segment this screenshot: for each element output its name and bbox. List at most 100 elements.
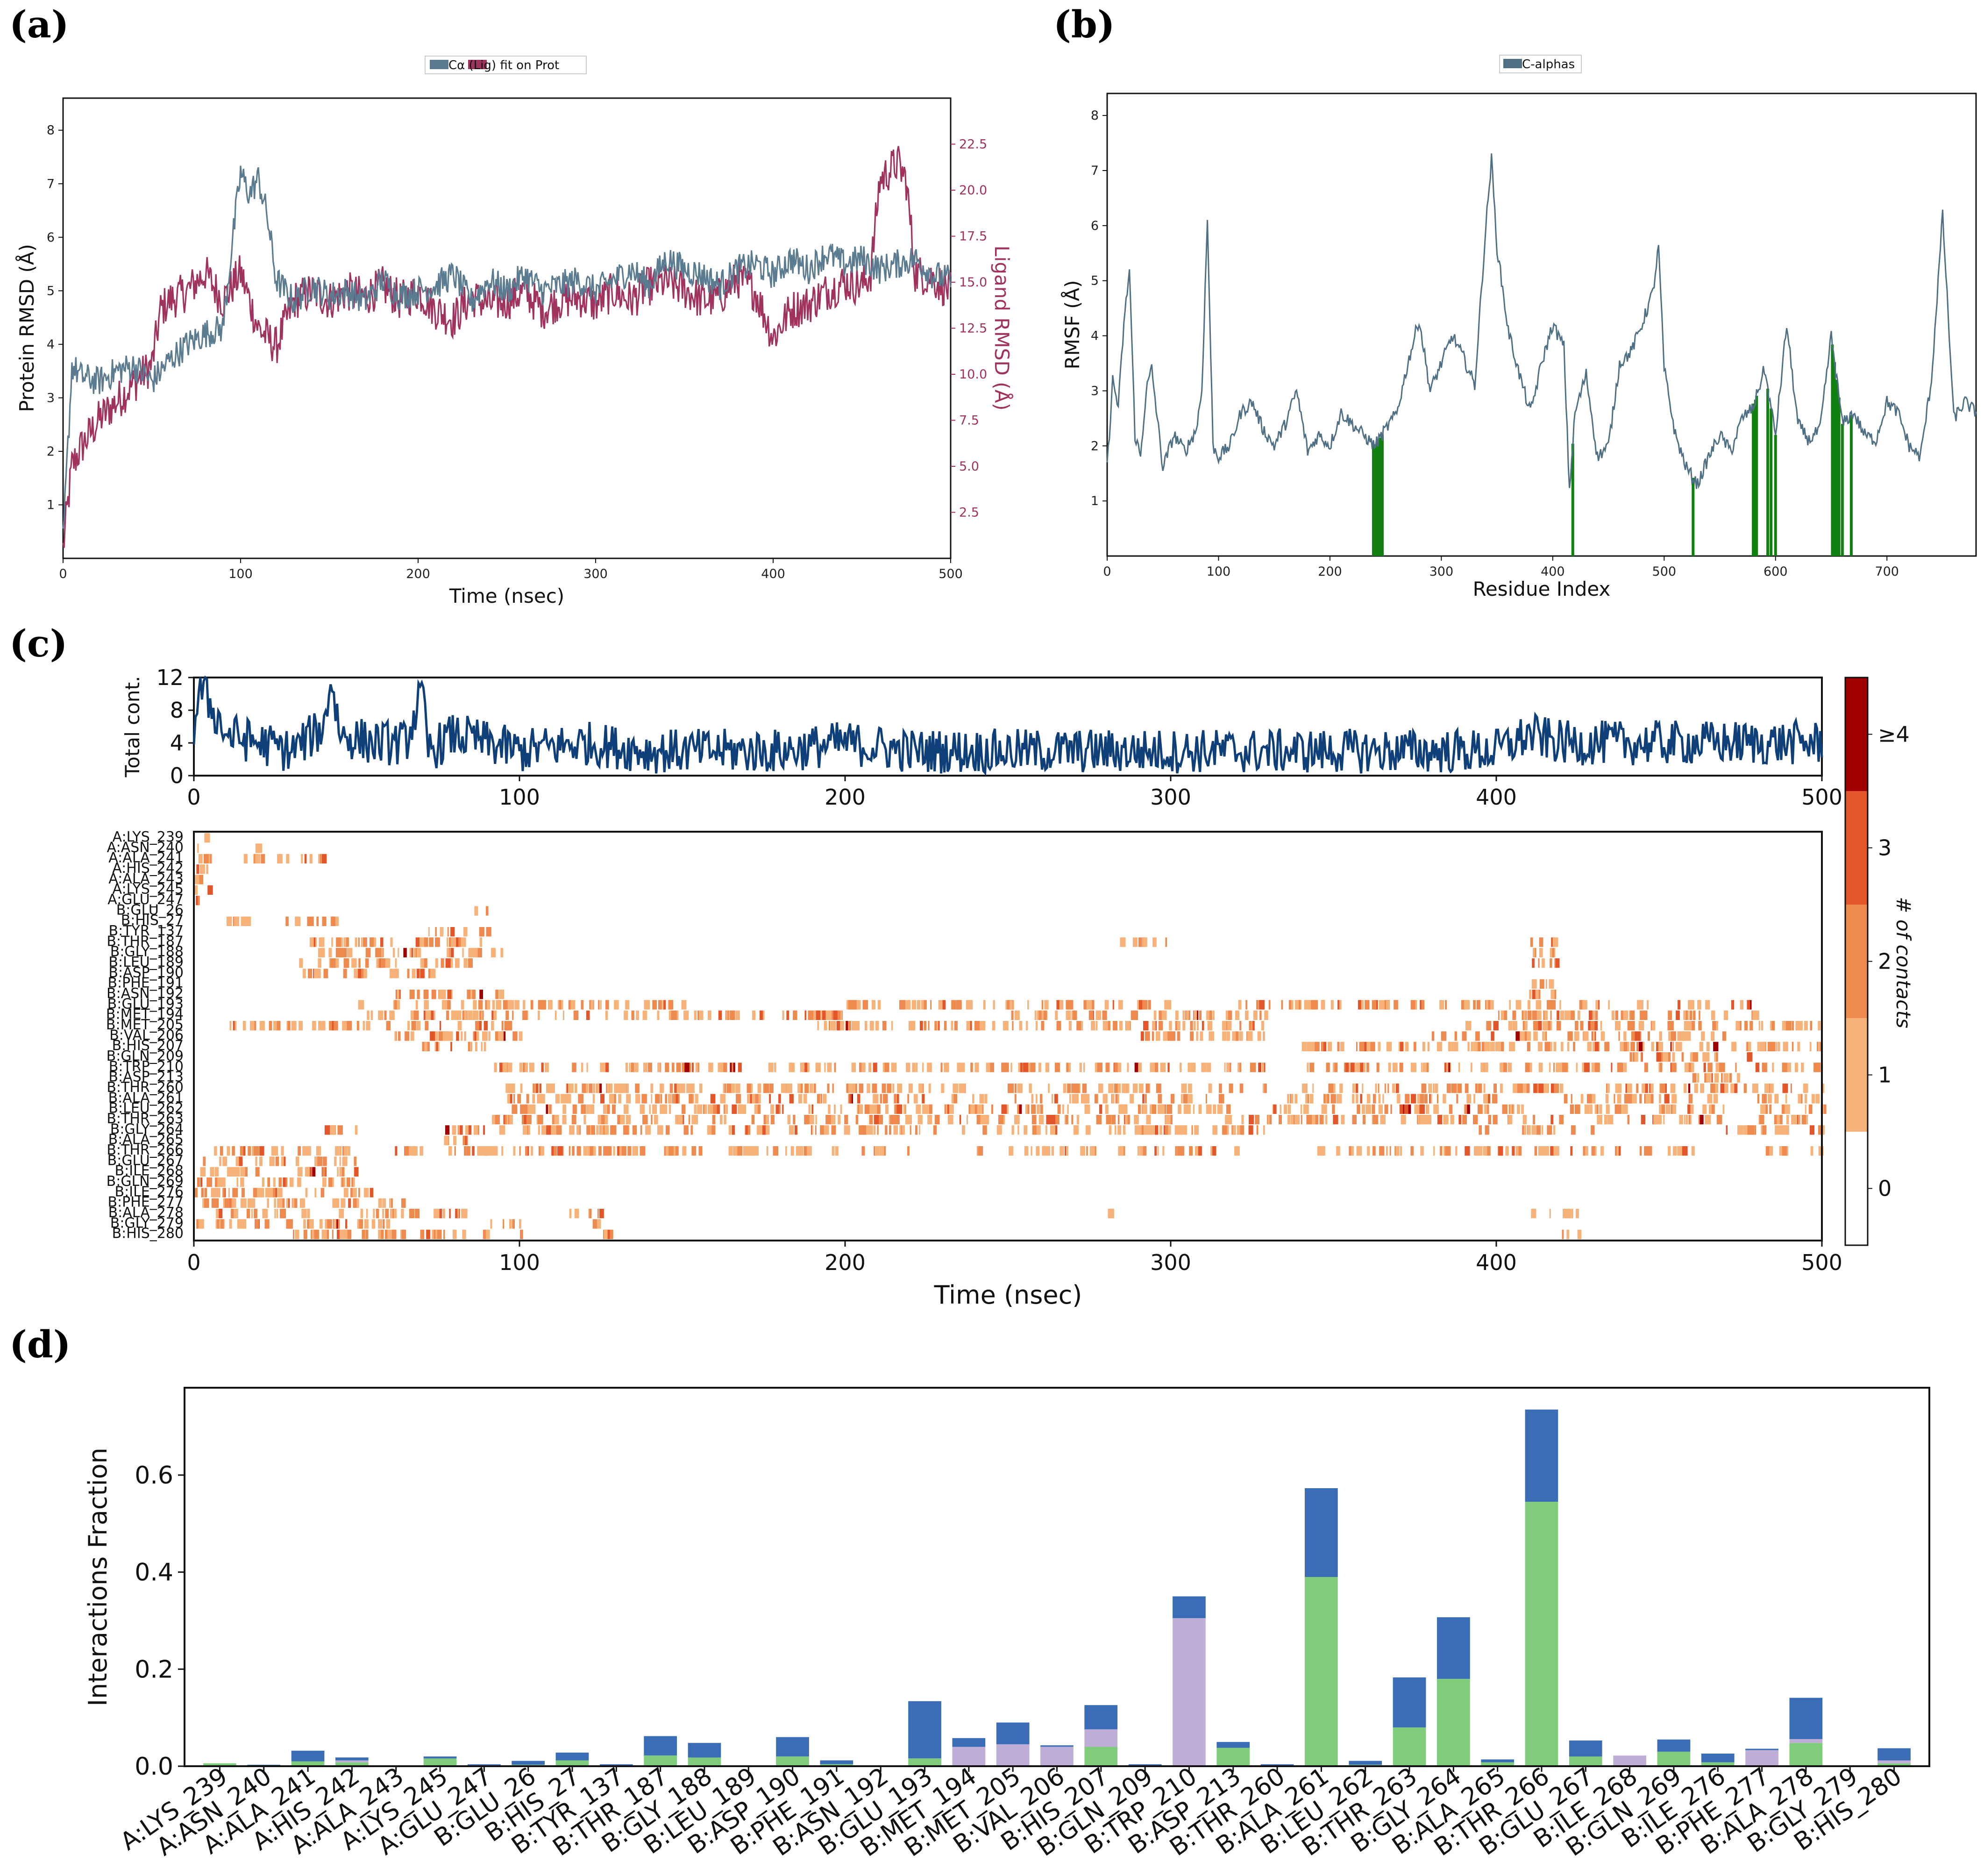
contact-cell bbox=[1527, 1010, 1532, 1020]
contact-cell bbox=[339, 948, 344, 957]
contact-cell bbox=[625, 1063, 628, 1072]
contact-cell bbox=[464, 1031, 466, 1041]
contact-cell bbox=[575, 1209, 579, 1219]
contact-cell bbox=[970, 1104, 975, 1114]
contact-cell bbox=[774, 1063, 776, 1072]
contact-cell bbox=[1390, 1104, 1392, 1114]
contact-cell bbox=[386, 1219, 390, 1229]
contact-cell bbox=[1403, 1104, 1405, 1114]
contact-cell bbox=[343, 1188, 348, 1198]
contact-cell bbox=[274, 1198, 276, 1208]
contact-cell bbox=[492, 1115, 497, 1125]
contact-cell bbox=[673, 1146, 676, 1156]
contact-cell bbox=[1098, 1084, 1103, 1093]
contact-cell bbox=[1659, 1031, 1662, 1041]
contact-cell bbox=[282, 1198, 285, 1208]
contact-cell bbox=[339, 1167, 342, 1177]
contact-cell bbox=[1010, 1063, 1012, 1072]
contact-cell bbox=[1184, 1084, 1186, 1093]
contact-cell bbox=[745, 1146, 748, 1156]
contact-cell bbox=[1287, 1104, 1291, 1114]
contact-cell bbox=[1395, 1084, 1399, 1093]
contact-cell bbox=[337, 1229, 340, 1239]
contact-cell bbox=[1631, 1031, 1636, 1041]
contact-cell bbox=[1785, 1021, 1790, 1031]
contact-cell bbox=[411, 948, 413, 957]
contact-cell bbox=[1688, 1000, 1693, 1010]
contact-cell bbox=[412, 1146, 416, 1156]
contact-cell bbox=[1536, 1125, 1541, 1135]
ligand-rmsd-line bbox=[62, 146, 952, 548]
y2-tick-label: 2.5 bbox=[959, 506, 979, 520]
contact-cell bbox=[617, 1115, 622, 1125]
contact-cell bbox=[336, 937, 341, 947]
contact-cell bbox=[1450, 1115, 1454, 1125]
contact-cell bbox=[1420, 1000, 1423, 1010]
contact-cell bbox=[448, 958, 453, 968]
heatmap-row-label: B:GLU_267 bbox=[107, 1152, 184, 1169]
contact-cell bbox=[1232, 1125, 1236, 1135]
contact-cell bbox=[1367, 1146, 1370, 1156]
contact-cell bbox=[1639, 1031, 1642, 1041]
contact-cell bbox=[949, 1104, 954, 1114]
contact-cell bbox=[1779, 1125, 1785, 1135]
bar-segment bbox=[908, 1758, 941, 1766]
contact-cell bbox=[499, 1063, 504, 1072]
contact-cell bbox=[329, 1125, 334, 1135]
contact-cell bbox=[1356, 1094, 1358, 1104]
contact-cell bbox=[1210, 1146, 1213, 1156]
contact-cell bbox=[1256, 1000, 1259, 1010]
contact-cell bbox=[770, 1104, 775, 1114]
contact-cell bbox=[1803, 1084, 1808, 1093]
contact-cell bbox=[1801, 1063, 1804, 1072]
contact-cell bbox=[604, 1115, 608, 1125]
contact-cell bbox=[1527, 1041, 1530, 1051]
contact-cell bbox=[651, 1115, 653, 1125]
contact-cell bbox=[505, 1084, 510, 1093]
contact-cell bbox=[1258, 1063, 1260, 1072]
contact-cell bbox=[390, 937, 393, 947]
contact-cell bbox=[1385, 1084, 1386, 1093]
contact-cell bbox=[347, 1229, 352, 1239]
contact-cell bbox=[681, 1000, 687, 1010]
contact-cell bbox=[1765, 1094, 1767, 1104]
contact-cell bbox=[865, 1021, 868, 1031]
contact-cell bbox=[1219, 1084, 1222, 1093]
contact-cell bbox=[320, 1188, 325, 1198]
y-tick-label: 5 bbox=[47, 284, 55, 298]
contact-cell bbox=[1690, 1115, 1692, 1125]
contact-cell bbox=[1542, 1146, 1547, 1156]
contact-cell bbox=[285, 1177, 287, 1187]
contact-cell bbox=[354, 1167, 359, 1177]
bar-segment bbox=[1084, 1729, 1118, 1747]
contact-cell bbox=[665, 1146, 669, 1156]
contact-cell bbox=[392, 948, 395, 957]
contact-cell bbox=[928, 1115, 932, 1125]
contact-cell bbox=[643, 1063, 648, 1072]
contact-cell bbox=[1659, 1063, 1663, 1072]
contact-cell bbox=[631, 1010, 634, 1020]
contact-cell bbox=[461, 1209, 467, 1219]
contact-cell bbox=[915, 1063, 918, 1072]
contact-cell bbox=[426, 1229, 430, 1239]
contact-cell bbox=[786, 1010, 789, 1020]
contact-cell bbox=[691, 1146, 697, 1156]
contact-cell bbox=[1550, 990, 1555, 999]
contact-cell bbox=[468, 1010, 473, 1020]
bar-segment bbox=[1657, 1739, 1691, 1752]
contact-cell bbox=[378, 1010, 384, 1020]
contact-cell bbox=[1165, 1125, 1169, 1135]
contact-cell bbox=[1778, 1115, 1783, 1125]
contact-cell bbox=[1091, 1021, 1095, 1031]
contact-cell bbox=[1356, 1041, 1358, 1051]
contact-cell bbox=[351, 958, 357, 968]
contact-cell bbox=[649, 1104, 651, 1114]
contact-cell bbox=[1067, 1084, 1071, 1093]
contact-cell bbox=[1493, 1021, 1499, 1031]
y-tick-label: 4 bbox=[1091, 329, 1099, 343]
contact-cell bbox=[1550, 1010, 1552, 1020]
contact-cell bbox=[447, 937, 448, 947]
contact-cell bbox=[609, 1146, 612, 1156]
contact-cell bbox=[636, 1010, 639, 1020]
contact-cell bbox=[654, 1115, 658, 1125]
